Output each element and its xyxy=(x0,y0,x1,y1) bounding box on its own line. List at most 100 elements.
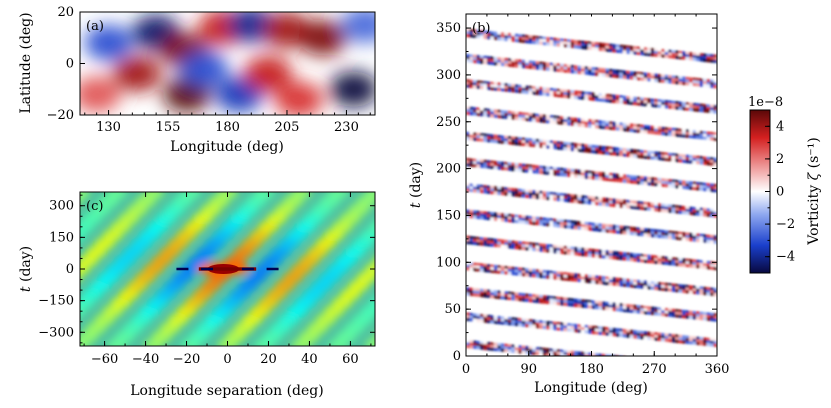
panel-b-cell xyxy=(588,277,592,281)
panel-b-cell xyxy=(466,240,470,245)
panel-b-cell xyxy=(546,117,550,121)
panel-c-band xyxy=(328,192,349,200)
panel-b-cell xyxy=(699,311,704,316)
panel-b-cell xyxy=(574,199,578,204)
panel-b-cell xyxy=(689,366,692,370)
panel-b-cell xyxy=(626,148,630,152)
panel-b-cell xyxy=(657,76,662,81)
panel-b-cell xyxy=(657,151,662,156)
panel-b-cell xyxy=(664,338,669,342)
panel-b-cell xyxy=(685,211,690,215)
panel-b-cell xyxy=(703,339,707,344)
panel-b-cell xyxy=(692,209,697,213)
panel-b-cell xyxy=(608,68,613,73)
panel-b-cell xyxy=(623,359,626,363)
panel-b-cell xyxy=(493,87,498,91)
panel-b-cell xyxy=(710,134,714,138)
panel-b-cell xyxy=(535,61,540,65)
panel-b-cell xyxy=(654,309,658,313)
panel-b-cell xyxy=(668,54,672,59)
panel-b-cell xyxy=(577,117,582,122)
panel-b-cell xyxy=(525,112,529,117)
panel-b-cell xyxy=(483,314,487,318)
panel-b-cell xyxy=(493,61,498,66)
panel-b-cell xyxy=(664,154,669,159)
panel-b-cell xyxy=(661,234,665,239)
panel-b-cell xyxy=(685,159,690,164)
panel-b-cell xyxy=(591,280,595,284)
panel-b-cell xyxy=(601,223,606,228)
panel-c-band xyxy=(41,255,61,267)
panel-b-cell xyxy=(692,341,697,345)
panel-b-cell xyxy=(553,326,557,331)
panel-b-cell xyxy=(466,312,470,317)
panel-b-cell xyxy=(500,290,505,295)
panel-b-cell xyxy=(511,136,515,140)
panel-b-cell xyxy=(483,291,487,296)
panel-b-cell xyxy=(507,322,512,326)
panel-b-cell xyxy=(664,209,669,213)
panel-b-cell xyxy=(472,163,477,168)
panel-b-cell xyxy=(553,140,557,145)
panel-b-cell xyxy=(493,238,498,243)
panel-c-band xyxy=(0,187,16,199)
panel-b-cell xyxy=(560,296,564,301)
panel-b-cell xyxy=(612,146,616,151)
panel-b-cell xyxy=(640,176,644,180)
panel-b-cell xyxy=(657,79,662,83)
panel-b-cell xyxy=(542,325,547,330)
panel-a-vortex xyxy=(298,19,347,56)
panel-b-cell xyxy=(626,50,630,55)
panel-b-cell xyxy=(598,44,602,49)
panel-b-cell xyxy=(500,87,505,92)
panel-b-cell xyxy=(553,93,557,98)
panel-b-cell xyxy=(563,219,568,224)
panel-b-cell xyxy=(598,353,602,356)
panel-b-cell xyxy=(528,90,533,95)
panel-b-cell xyxy=(570,42,575,46)
panel-b-cell xyxy=(668,259,672,263)
panel-b-cell xyxy=(560,299,564,304)
panel-b-cell xyxy=(636,152,641,156)
panel-b-cell xyxy=(563,119,568,123)
panel-b-cell xyxy=(584,68,589,73)
panel-b-cell xyxy=(619,97,623,102)
panel-b-cell xyxy=(521,168,526,173)
panel-b-cell xyxy=(476,241,480,246)
panel-b-cell xyxy=(682,205,686,210)
panel-b-cell xyxy=(546,119,550,124)
panel-b-cell xyxy=(619,303,623,307)
panel-b-cell xyxy=(710,188,714,193)
panel-b-cell xyxy=(584,253,589,257)
panel-b-cell xyxy=(532,247,536,252)
panel-b-cell xyxy=(605,223,609,228)
panel-b-cell xyxy=(532,271,536,275)
panel-b-cell xyxy=(692,261,697,266)
panel-b-cell xyxy=(654,255,658,259)
panel-b-cell xyxy=(577,276,582,280)
panel-b-cell xyxy=(497,186,501,190)
panel-b-cell xyxy=(654,205,658,209)
panel-b-cell xyxy=(556,115,561,120)
panel-b-cell xyxy=(535,216,540,221)
panel-b-cell xyxy=(500,161,505,166)
panel-b-cell xyxy=(466,31,470,35)
panel-b-cell xyxy=(532,40,536,45)
panel-b-cell xyxy=(532,60,536,65)
panel-c-xtick-label: 60 xyxy=(342,352,359,367)
panel-b-cell xyxy=(553,118,557,122)
panel-b-cell xyxy=(518,295,522,299)
panel-b-cell xyxy=(675,80,679,85)
panel-b-cell xyxy=(710,159,714,164)
panel-b-cell xyxy=(504,161,508,166)
panel-b-cell xyxy=(629,255,634,259)
panel-b-cell xyxy=(626,202,630,207)
panel-b-cell xyxy=(497,215,501,219)
panel-b-cell xyxy=(685,237,690,242)
panel-b-cell xyxy=(643,72,648,76)
panel-b-cell xyxy=(469,262,473,266)
panel-b-stripe xyxy=(466,261,717,297)
panel-b-cell xyxy=(671,236,676,240)
panel-b-cell xyxy=(483,268,487,273)
panel-b-cell xyxy=(525,169,529,173)
